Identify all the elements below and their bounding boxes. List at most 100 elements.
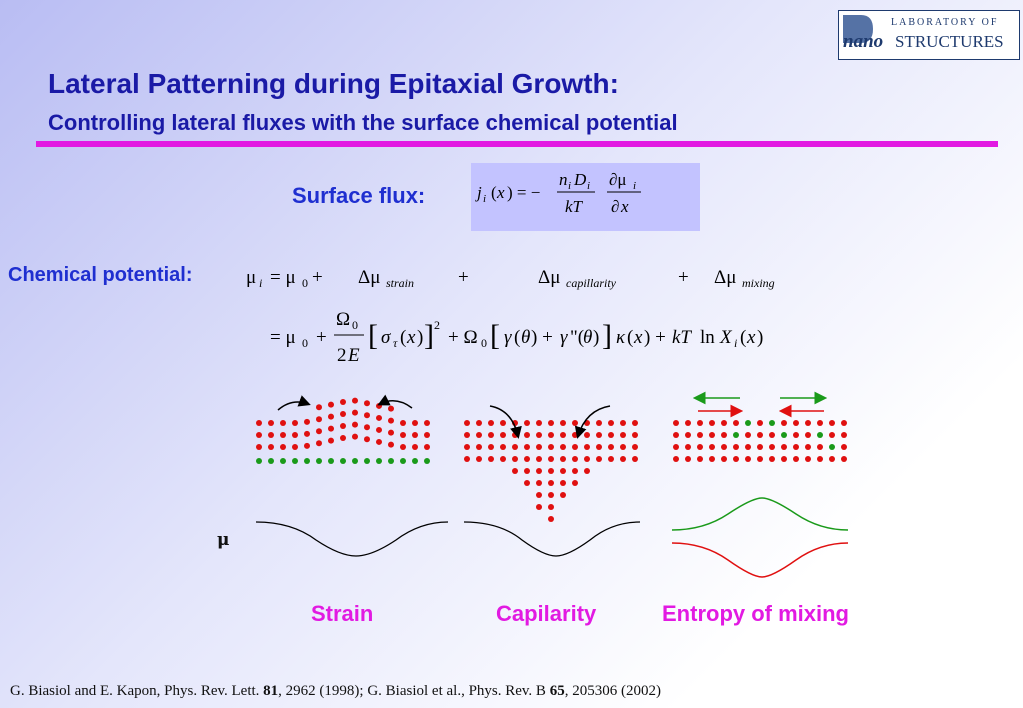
atom-dot bbox=[500, 420, 506, 426]
svg-text:(: ( bbox=[740, 327, 746, 348]
reference-part1: G. Biasiol and E. Kapon, Phys. Rev. Lett… bbox=[10, 683, 264, 699]
atom-dot bbox=[757, 444, 763, 450]
svg-text:∂: ∂ bbox=[611, 197, 619, 216]
atom-dot bbox=[524, 420, 530, 426]
atom-dot bbox=[548, 504, 554, 510]
svg-text:): ) bbox=[593, 327, 599, 348]
atom-dot bbox=[620, 420, 626, 426]
svg-text:D: D bbox=[573, 170, 587, 189]
atom-dot bbox=[673, 432, 679, 438]
atom-dot bbox=[268, 458, 274, 464]
atom-dot bbox=[488, 444, 494, 450]
atom-dot bbox=[364, 424, 370, 431]
atom-dot bbox=[536, 444, 542, 450]
atom-dot bbox=[376, 458, 382, 464]
atom-dot bbox=[376, 414, 382, 421]
atom-dot bbox=[328, 401, 334, 408]
atom-dot bbox=[829, 420, 835, 426]
atom-dot bbox=[304, 430, 310, 437]
atom-dot bbox=[352, 409, 358, 416]
caption-strain: Strain bbox=[311, 601, 374, 626]
atom-dot bbox=[268, 420, 274, 426]
svg-text:x: x bbox=[620, 197, 629, 216]
svg-text:(: ( bbox=[491, 183, 497, 202]
atom-dot bbox=[500, 444, 506, 450]
atom-dot bbox=[316, 416, 322, 423]
capillarity-arrow-left bbox=[489, 405, 522, 439]
atom-dot bbox=[548, 468, 554, 474]
atom-dot bbox=[400, 420, 406, 426]
atom-dot bbox=[548, 420, 554, 426]
atom-dot bbox=[412, 458, 418, 464]
logo-nano: nano bbox=[843, 31, 883, 52]
atom-dot bbox=[745, 432, 751, 438]
atom-dot bbox=[805, 456, 811, 462]
atom-dot bbox=[685, 456, 691, 462]
atom-dot bbox=[500, 432, 506, 438]
atom-dot bbox=[572, 456, 578, 462]
chemical-potential-label: Chemical potential: bbox=[8, 264, 193, 286]
atom-dot bbox=[733, 456, 739, 462]
atom-dot bbox=[745, 420, 751, 426]
svg-text:j: j bbox=[475, 183, 482, 202]
atom-dot bbox=[524, 456, 530, 462]
reference-part3: , 205306 (2002) bbox=[564, 683, 661, 699]
svg-text:) = −: ) = − bbox=[507, 183, 540, 202]
svg-text:2: 2 bbox=[337, 345, 347, 366]
atom-dot bbox=[512, 456, 518, 462]
strain-arrow-right bbox=[377, 394, 413, 409]
svg-text:∂μ: ∂μ bbox=[609, 170, 627, 189]
atom-dot bbox=[412, 432, 418, 438]
atom-dot bbox=[536, 468, 542, 474]
atom-dot bbox=[793, 420, 799, 426]
atom-dot bbox=[817, 432, 823, 438]
atom-dot bbox=[560, 456, 566, 462]
svg-text:]: ] bbox=[424, 319, 434, 352]
atom-dot bbox=[256, 444, 262, 450]
atom-dot bbox=[721, 432, 727, 438]
svg-text:γ: γ bbox=[504, 327, 512, 348]
atom-dot bbox=[584, 468, 590, 474]
atom-dot bbox=[572, 444, 578, 450]
atom-dot bbox=[464, 432, 470, 438]
strain-arrow-left bbox=[277, 395, 311, 411]
atom-dot bbox=[328, 413, 334, 420]
mixing-mu-curve-red bbox=[671, 542, 849, 578]
atom-dot bbox=[256, 458, 262, 464]
atom-dot bbox=[268, 432, 274, 438]
svg-text:0: 0 bbox=[481, 336, 487, 350]
atom-dot bbox=[376, 426, 382, 433]
atom-dot bbox=[632, 444, 638, 450]
svg-text:mixing: mixing bbox=[742, 276, 775, 290]
atom-dot bbox=[673, 420, 679, 426]
atom-dot bbox=[841, 456, 847, 462]
surface-flux-label: Surface flux: bbox=[292, 183, 426, 208]
svg-text:n: n bbox=[559, 170, 568, 189]
atom-dot bbox=[388, 417, 394, 424]
atom-dot bbox=[524, 480, 530, 486]
atom-dot bbox=[560, 420, 566, 426]
atom-dot bbox=[476, 444, 482, 450]
svg-text:strain: strain bbox=[386, 276, 414, 290]
atom-dot bbox=[560, 480, 566, 486]
atom-dot bbox=[376, 438, 382, 445]
atom-dot bbox=[769, 432, 775, 438]
atom-dot bbox=[316, 458, 322, 464]
atom-dot bbox=[512, 468, 518, 474]
atom-dot bbox=[572, 432, 578, 438]
svg-text:i: i bbox=[259, 276, 262, 290]
atom-dot bbox=[793, 432, 799, 438]
atom-dot bbox=[268, 444, 274, 450]
svg-text:x: x bbox=[496, 183, 505, 202]
atom-dot bbox=[757, 432, 763, 438]
atom-dot bbox=[685, 444, 691, 450]
atom-dot bbox=[316, 440, 322, 447]
atom-dot bbox=[524, 432, 530, 438]
atom-dot bbox=[536, 456, 542, 462]
page-subtitle: Controlling lateral fluxes with the surf… bbox=[48, 110, 678, 135]
svg-text:+ Ω: + Ω bbox=[448, 327, 478, 348]
atom-dot bbox=[352, 433, 358, 440]
svg-text:E: E bbox=[347, 345, 360, 366]
atom-dot bbox=[256, 420, 262, 426]
caption-mixing: Entropy of mixing bbox=[662, 601, 849, 626]
